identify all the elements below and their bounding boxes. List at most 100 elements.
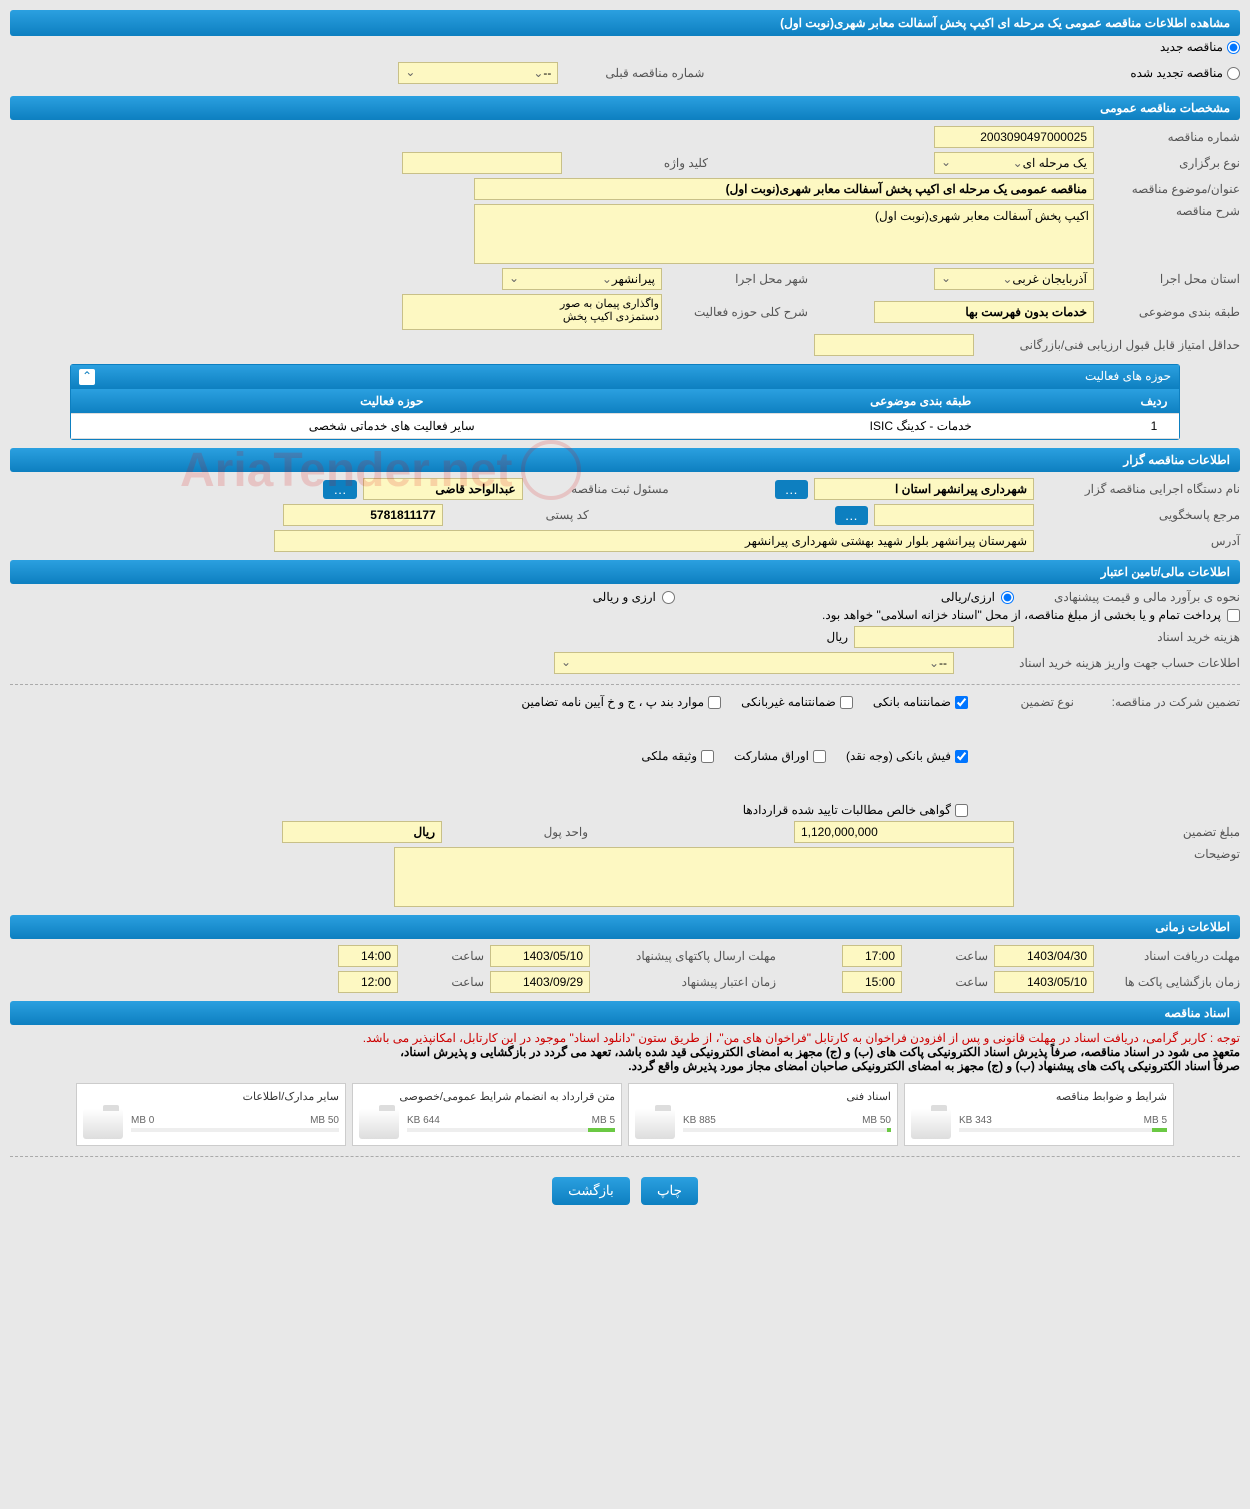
org-more-button[interactable]: … xyxy=(775,480,808,499)
cb-bonds-label: اوراق مشارکت xyxy=(734,749,809,763)
contact-more-button[interactable]: … xyxy=(835,506,868,525)
activity-table: ردیف طبقه بندی موضوعی حوزه فعالیت 1خدمات… xyxy=(71,389,1179,439)
doc-card[interactable]: اسناد فنی 50 MB885 KB xyxy=(628,1083,898,1146)
receive-time-label: ساعت xyxy=(908,949,988,963)
section-financial: اطلاعات مالی/تامین اعتبار xyxy=(10,560,1240,584)
prev-number-select[interactable]: --⌄ xyxy=(398,62,558,84)
cb-property-label: وثیقه ملکی xyxy=(641,749,697,763)
radio-new-label: مناقصه جدید xyxy=(1160,40,1223,54)
cb-bank[interactable] xyxy=(955,696,968,709)
cb-bonds[interactable] xyxy=(813,750,826,763)
folder-icon xyxy=(83,1109,123,1139)
open-time-label: ساعت xyxy=(908,975,988,989)
title-label: عنوان/موضوع مناقصه xyxy=(1100,182,1240,196)
postal-field: 5781811177 xyxy=(283,504,443,526)
tender-type-radios: مناقصه جدید مناقصه تجدید شده شماره مناقص… xyxy=(10,40,1240,88)
registrar-more-button[interactable]: … xyxy=(323,480,356,499)
cb-regulation[interactable] xyxy=(708,696,721,709)
credit-date: 1403/09/29 xyxy=(490,971,590,993)
keyword-label: کلید واژه xyxy=(568,156,708,170)
activity-desc-list[interactable]: واگذاری پیمان به صور دستمزدی اکیپ پخش xyxy=(402,294,662,330)
cb-contract[interactable] xyxy=(955,804,968,817)
payment-checkbox[interactable] xyxy=(1227,609,1240,622)
contact-field[interactable] xyxy=(874,504,1034,526)
cb-cash[interactable] xyxy=(955,750,968,763)
col-area: حوزه فعالیت xyxy=(71,389,713,414)
section-organizer: اطلاعات مناقصه گزار xyxy=(10,448,1240,472)
guarantee-label: تضمین شرکت در مناقصه: xyxy=(1080,695,1240,709)
cb-property[interactable] xyxy=(701,750,714,763)
city-label: شهر محل اجرا xyxy=(668,272,808,286)
cb-contract-label: گواهی خالص مطالبات تایید شده قراردادها xyxy=(743,803,951,817)
doc-card[interactable]: شرایط و ضوابط مناقصه 5 MB343 KB xyxy=(904,1083,1174,1146)
collapse-icon[interactable]: ⌃ xyxy=(79,369,95,385)
docs-warning: توجه : کاربر گرامی، دریافت اسناد در مهلت… xyxy=(10,1031,1240,1045)
amount-field: 1,120,000,000 xyxy=(794,821,1014,843)
min-score-label: حداقل امتیاز قابل قبول ارزیابی فنی/بازرگ… xyxy=(980,338,1240,352)
col-category: طبقه بندی موضوعی xyxy=(713,389,1130,414)
category-field: خدمات بدون فهرست بها xyxy=(874,301,1094,323)
activity-desc-label: شرح کلی حوزه فعالیت xyxy=(668,305,808,319)
keyword-field[interactable] xyxy=(402,152,562,174)
doc-cost-field[interactable] xyxy=(854,626,1014,648)
radio-renewed[interactable] xyxy=(1227,67,1240,80)
cb-regulation-label: موارد بند پ ، ج و خ آیین نامه تضامین xyxy=(521,695,704,709)
province-select[interactable]: آذربایجان غربی⌄ xyxy=(934,268,1094,290)
address-label: آدرس xyxy=(1040,534,1240,548)
holding-type-select[interactable]: یک مرحله ای⌄ xyxy=(934,152,1094,174)
title-field: مناقصه عمومی یک مرحله ای اکیپ پخش آسفالت… xyxy=(474,178,1094,200)
back-button[interactable]: بازگشت xyxy=(552,1177,630,1205)
notes-field[interactable] xyxy=(394,847,1014,907)
cb-bank-label: ضمانتنامه بانکی xyxy=(873,695,951,709)
activity-box: حوزه های فعالیت ⌃ ردیف طبقه بندی موضوعی … xyxy=(70,364,1180,440)
guarantee-type-label: نوع تضمین xyxy=(994,695,1074,709)
receive-label: مهلت دریافت اسناد xyxy=(1100,949,1240,963)
doc-card[interactable]: سایر مدارک/اطلاعات 50 MB0 MB xyxy=(76,1083,346,1146)
min-score-field[interactable] xyxy=(814,334,974,356)
folder-icon xyxy=(911,1109,951,1139)
account-select[interactable]: --⌄ xyxy=(554,652,954,674)
receive-time: 17:00 xyxy=(842,945,902,967)
docs-commit1: متعهد می شود در اسناد مناقصه، صرفاً پذیر… xyxy=(10,1045,1240,1059)
page-title: مشاهده اطلاعات مناقصه عمومی یک مرحله ای … xyxy=(10,10,1240,36)
unit-label: واحد پول xyxy=(448,825,588,839)
folder-icon xyxy=(635,1109,675,1139)
payment-note: پرداخت تمام و یا بخشی از مبلغ مناقصه، از… xyxy=(822,608,1221,622)
open-time: 15:00 xyxy=(842,971,902,993)
doc-cost-unit: ریال xyxy=(826,630,848,644)
table-row: 1خدمات - کدینگ ISICسایر فعالیت های خدمات… xyxy=(71,414,1179,439)
prev-number-label: شماره مناقصه قبلی xyxy=(564,66,704,80)
amount-label: مبلغ تضمین xyxy=(1020,825,1240,839)
notes-label: توضیحات xyxy=(1020,847,1240,861)
print-button[interactable]: چاپ xyxy=(641,1177,698,1205)
city-select[interactable]: پیرانشهر⌄ xyxy=(502,268,662,290)
radio-foreign[interactable] xyxy=(662,591,675,604)
estimate-label: نحوه ی برآورد مالی و قیمت پیشنهادی xyxy=(1020,590,1240,604)
radio-foreign-label: ارزی و ریالی xyxy=(593,590,656,604)
radio-rial[interactable] xyxy=(1001,591,1014,604)
doc-card[interactable]: متن قرارداد به انضمام شرایط عمومی/خصوصی … xyxy=(352,1083,622,1146)
number-label: شماره مناقصه xyxy=(1100,130,1240,144)
section-timing: اطلاعات زمانی xyxy=(10,915,1240,939)
cb-nonbank[interactable] xyxy=(840,696,853,709)
send-time-label: ساعت xyxy=(404,949,484,963)
section-general: مشخصات مناقصه عمومی xyxy=(10,96,1240,120)
open-date: 1403/05/10 xyxy=(994,971,1094,993)
docs-commit2: صرفاً اسناد الکترونیکی پاکت های پیشنهاد … xyxy=(10,1059,1240,1073)
doc-title: شرایط و ضوابط مناقصه xyxy=(911,1090,1167,1103)
doc-cost-label: هزینه خرید اسناد xyxy=(1020,630,1240,644)
postal-label: کد پستی xyxy=(449,508,589,522)
desc-label: شرح مناقصه xyxy=(1100,204,1240,218)
credit-time: 12:00 xyxy=(338,971,398,993)
doc-title: متن قرارداد به انضمام شرایط عمومی/خصوصی xyxy=(359,1090,615,1103)
docs-grid: شرایط و ضوابط مناقصه 5 MB343 KB اسناد فن… xyxy=(10,1083,1240,1146)
account-label: اطلاعات حساب جهت واریز هزینه خرید اسناد xyxy=(960,656,1240,670)
radio-rial-label: ارزی/ریالی xyxy=(941,590,995,604)
radio-new[interactable] xyxy=(1227,41,1240,54)
credit-time-label: ساعت xyxy=(404,975,484,989)
desc-field[interactable]: اکیپ پخش آسفالت معابر شهری(نوبت اول) xyxy=(474,204,1094,264)
section-docs: اسناد مناقصه xyxy=(10,1001,1240,1025)
registrar-field: عبدالواحد قاضی xyxy=(363,478,523,500)
send-date: 1403/05/10 xyxy=(490,945,590,967)
radio-renewed-label: مناقصه تجدید شده xyxy=(1130,66,1223,80)
